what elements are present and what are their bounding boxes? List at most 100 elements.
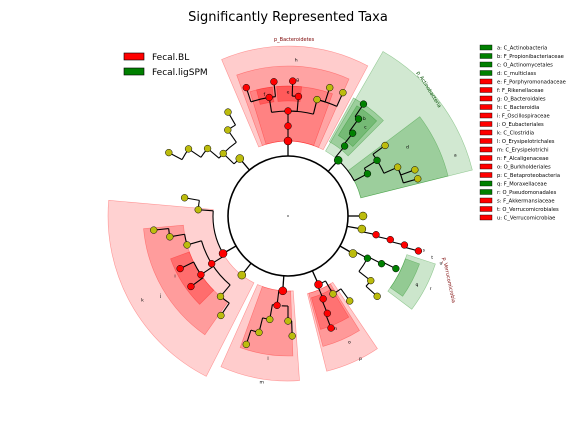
sector-letter-h: h <box>295 58 298 64</box>
node-bacteroidales <box>284 107 292 115</box>
sector-letter-k: k <box>141 298 144 304</box>
clade-swatch-u <box>479 214 493 221</box>
sector-class-bacteroidia <box>236 65 350 148</box>
sector-phylum-bacteroidetes <box>221 45 369 151</box>
clade-swatch-q <box>479 180 493 187</box>
clade-label-h: h: C_Bacteroidia <box>497 105 539 111</box>
sector-order-actinomycetales <box>337 105 378 147</box>
node-oscillospiraceae-genus <box>187 282 195 291</box>
node-gammaproteobacteria <box>363 254 372 262</box>
node-eubacteriales <box>208 260 216 268</box>
clade-label-m: m: C_Erysipelotrichi <box>497 148 549 154</box>
clade-label-d: d: C_multiclass <box>497 71 536 77</box>
node-clostridia-family-2 <box>183 241 191 249</box>
sector-letter-g: g <box>296 78 299 83</box>
node-multiclass-order <box>373 156 381 165</box>
clade-swatch-l <box>479 138 493 144</box>
clade-swatch-t <box>479 206 493 212</box>
clade-swatch-a <box>479 44 493 51</box>
node-clostridia-genus-3 <box>150 226 158 234</box>
node-multiclass-family-2 <box>393 163 402 171</box>
sector-letter-n: n <box>334 327 337 332</box>
node-bacteroidia <box>284 122 292 130</box>
node-bacteroidales-genus-3 <box>326 83 334 92</box>
sector-class-actinobacteria <box>328 97 384 157</box>
legend-label-bl: Fecal.BL <box>152 53 189 63</box>
phylum-label-2: p_Verrucomicrobia <box>441 257 457 304</box>
clade-label-c: c: O_Actinomycetales <box>497 63 553 69</box>
node-clostridia <box>218 249 228 258</box>
clade-label-l: l: O_Erysipelotrichales <box>497 139 555 145</box>
node-unlabeled-genus <box>165 148 173 157</box>
clade-label-b: b: F_Propionibacteriaceae <box>497 54 564 60</box>
clade-label-j: j: O_Eubacteriales <box>496 122 544 128</box>
node-unlabeled-family-2 <box>224 108 232 116</box>
figure-title: Significantly Represented Taxa <box>188 10 388 25</box>
node-alcaligenaceae <box>323 309 331 318</box>
sector-letter-r: r <box>430 286 432 292</box>
sector-family-moraxellaceae <box>389 258 420 297</box>
node-verrucomicrobiales <box>386 235 394 244</box>
node-rikenellaceae-genus <box>242 83 250 92</box>
node-unlabeled-phylum <box>235 154 245 163</box>
clade-label-r: r: O_Pseudomonadales <box>497 190 557 196</box>
clade-legend: a: C_Actinobacteria b: F_Propionibacteria… <box>479 44 566 222</box>
clade-swatch-b <box>479 53 493 59</box>
node-clostridia-family-3 <box>216 292 225 301</box>
sector-letter-m: m <box>259 380 264 385</box>
node-beta-family-2 <box>346 297 354 305</box>
sector-order-pseudomonadales <box>387 254 436 310</box>
node-multiclass <box>363 170 372 178</box>
clade-swatch-d <box>479 70 493 76</box>
sector-order-bacteroidales <box>249 85 333 146</box>
clade-swatch-p <box>479 172 493 178</box>
node-multiclass-genus-2 <box>414 175 422 183</box>
clade-label-u: u: C_Verrucomicrobiae <box>497 216 555 222</box>
sector-letter-i: i <box>174 274 175 280</box>
node-porphyromonadaceae-genus <box>289 77 297 85</box>
node-burkholderiales <box>319 295 327 303</box>
legend-swatch-bl <box>123 52 145 61</box>
node-actinomycetales <box>348 129 357 137</box>
clade-label-n: n: F_Alcaligenaceae <box>497 156 549 162</box>
sector-letter-j: j <box>159 293 161 299</box>
sector-family-oscillospiraceae <box>170 251 215 305</box>
node-alcaligenaceae-genus <box>327 324 335 332</box>
clade-label-k: k: C_Clostridia <box>497 131 534 137</box>
node-actinobacteria-class <box>340 142 349 150</box>
clade-swatch-h <box>479 104 493 110</box>
sector-letter-t: t <box>431 255 433 261</box>
clade-swatch-j <box>479 121 493 127</box>
node-multiclass-genus <box>411 166 419 174</box>
node-proteobacteria <box>348 249 358 258</box>
clade-label-g: g: O_Bacteroidales <box>497 97 546 103</box>
node-pseudomonadales <box>377 260 386 268</box>
clade-label-t: t: O_Verrucomicrobiales <box>497 207 559 213</box>
sector-class-betaproteobacteria <box>306 281 378 372</box>
clade-swatch-c <box>479 61 493 68</box>
node-bacteroidales-family-3 <box>313 95 321 104</box>
clade-swatch-i <box>479 112 493 119</box>
clade-label-q: q: F_Moraxellaceae <box>497 182 547 188</box>
sector-letter-e: e <box>287 91 290 96</box>
node-erysipelotrichi-order-2 <box>284 317 292 325</box>
clade-label-o: o: O_Burkholderiales <box>497 165 551 171</box>
clade-sectors <box>107 45 473 382</box>
clade-swatch-g <box>479 95 493 102</box>
node-multiclass-family <box>381 141 389 150</box>
node-akkermansiaceae <box>400 241 409 249</box>
node-rikenellaceae <box>265 93 273 102</box>
sector-letter-l: l <box>267 356 268 362</box>
node-clostridia-genus-2 <box>166 233 174 241</box>
node-bacteroidales-genus-4 <box>339 89 347 97</box>
node-oscillospiraceae-genus-2 <box>176 264 184 273</box>
node-beta-order-2 <box>329 290 337 298</box>
clade-swatch-m <box>479 146 493 153</box>
legend-swatch-ligspm <box>123 67 145 76</box>
root-node <box>287 215 289 217</box>
node-bacteroidetes <box>283 136 293 146</box>
clade-swatch-n <box>479 155 493 161</box>
node-clostridia-order-2 <box>194 206 202 214</box>
sector-letter-a: a <box>454 154 457 159</box>
